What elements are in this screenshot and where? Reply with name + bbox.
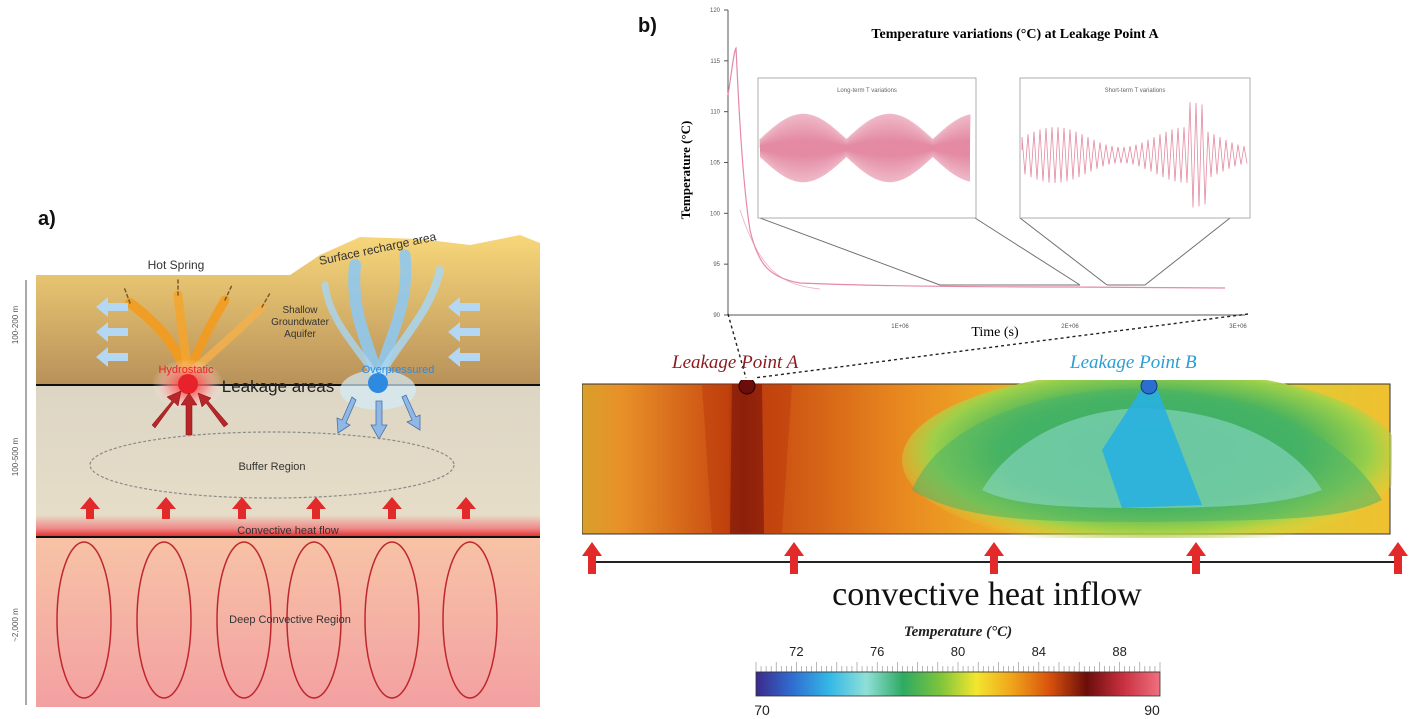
upflow-arrows xyxy=(151,390,229,436)
leakage-point-a-label: Leakage Point A xyxy=(672,352,799,373)
colorbar-max: 90 xyxy=(1144,702,1160,718)
aquifer-label-3: Aquifer xyxy=(284,329,316,340)
x-tick-label: 1E+06 xyxy=(891,324,909,330)
x-axis-label: Time (s) xyxy=(971,325,1019,340)
y-tick-label: 120 xyxy=(710,8,721,14)
panel-a-diagram: Hot Spring Surface recharge area Shallow… xyxy=(11,229,540,707)
hot-spring-label: Hot Spring xyxy=(148,258,205,272)
overpressured-label: Overpressured xyxy=(362,364,435,376)
x-tick-label: 2E+06 xyxy=(1061,324,1079,330)
y-tick-label: 95 xyxy=(713,262,720,268)
downflow-arrows xyxy=(336,394,421,440)
heat-flow-label: Convective heat flow xyxy=(237,525,339,537)
inset-long-title: Long-term T variations xyxy=(837,88,897,94)
lateral-flow-arrows xyxy=(96,297,480,367)
depth-label-3: ~2,000 m xyxy=(11,608,20,642)
heat-inflow-arrows xyxy=(582,542,1408,574)
aquifer-label-2: Groundwater xyxy=(271,317,329,328)
colorbar-gradient xyxy=(755,671,1161,697)
temperature-chart: Temperature variations (°C) at Leakage P… xyxy=(678,8,1251,340)
overpressured-point xyxy=(368,373,388,393)
zoom-lines xyxy=(759,217,1231,286)
buffer-layer xyxy=(36,385,540,515)
leakage-point-b-label: Leakage Point B xyxy=(1070,352,1197,373)
y-tick-label: 105 xyxy=(710,161,721,167)
temperature-curve xyxy=(727,46,1226,289)
chart-title: Temperature variations (°C) at Leakage P… xyxy=(871,27,1159,42)
y-tick-label: 90 xyxy=(713,313,720,319)
leakage-areas-label: Leakage areas xyxy=(222,377,334,396)
surface-layer xyxy=(36,235,540,385)
inset-short-term: Short-term T variations xyxy=(1019,77,1251,219)
temperature-curve-secondary xyxy=(739,209,821,290)
convection-cells xyxy=(56,541,498,699)
hydrostatic-label: Hydrostatic xyxy=(158,364,214,376)
temperature-colorbar: 72 76 80 84 88 70 90 xyxy=(754,644,1161,718)
inset-long-term: Long-term T variations xyxy=(757,77,977,219)
colorbar-tick-label: 80 xyxy=(951,644,965,659)
temperature-field xyxy=(582,380,1392,538)
x-tick-label: 3E+06 xyxy=(1229,324,1247,330)
depth-label-1: 100-200 m xyxy=(11,306,20,345)
hydrostatic-point xyxy=(178,374,198,394)
heat-flow-band xyxy=(36,515,540,537)
y-tick-label: 110 xyxy=(710,110,720,116)
colorbar-tick-label: 88 xyxy=(1112,644,1126,659)
chart-connector xyxy=(727,313,1249,379)
panel-a-label: a) xyxy=(38,208,56,230)
heat-arrows xyxy=(80,497,476,519)
deep-region xyxy=(36,537,540,707)
colorbar-tick-label: 76 xyxy=(870,644,884,659)
panel-b-label: b) xyxy=(638,15,657,37)
recharge-streams xyxy=(321,249,444,386)
deep-region-label: Deep Convective Region xyxy=(229,614,351,626)
convective-heat-inflow-label: convective heat inflow xyxy=(832,576,1142,613)
inset-short-title: Short-term T variations xyxy=(1105,88,1166,94)
colorbar-min: 70 xyxy=(754,702,770,718)
leakage-point-b xyxy=(1140,380,1158,395)
buffer-ellipse xyxy=(89,431,455,499)
buffer-region-label: Buffer Region xyxy=(238,461,305,473)
colorbar-title: Temperature (°C) xyxy=(903,624,1013,640)
aquifer-label-1: Shallow xyxy=(282,305,318,316)
leakage-point-a xyxy=(738,380,756,395)
y-tick-label: 100 xyxy=(710,211,721,217)
y-tick-label: 115 xyxy=(710,59,720,65)
colorbar-tick-label: 72 xyxy=(789,644,803,659)
colorbar-tick-label: 84 xyxy=(1032,644,1046,659)
y-axis-label: Temperature (°C) xyxy=(678,121,693,220)
depth-label-2: 100-500 m xyxy=(11,438,20,477)
